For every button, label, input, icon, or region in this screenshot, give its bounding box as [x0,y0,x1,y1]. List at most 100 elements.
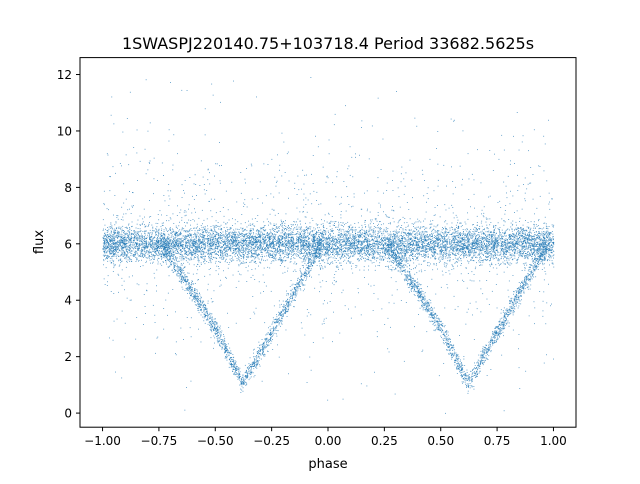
data-point [179,256,181,257]
data-point [113,243,115,245]
data-point [362,247,364,249]
data-point [516,236,518,238]
data-point [445,241,447,242]
data-point [545,235,547,237]
data-point [424,253,426,255]
data-point [522,253,524,254]
data-point [470,249,471,251]
data-point [403,248,405,250]
data-point [474,252,476,253]
data-point [117,233,119,235]
data-point [408,238,410,240]
data-point [527,248,529,250]
data-point [357,222,359,224]
data-point [388,254,389,256]
data-point [159,253,161,254]
data-point [104,240,105,242]
data-point [249,256,251,258]
data-point [114,230,116,231]
data-point [325,252,326,254]
data-point [508,263,510,265]
data-point [144,236,145,238]
data-point [195,254,197,256]
data-point [410,244,412,246]
data-point [360,241,362,243]
data-point [130,252,132,254]
data-point [301,252,302,253]
data-point [424,236,426,237]
data-point [118,260,120,262]
data-point [457,265,458,267]
data-point [322,249,324,251]
data-point [136,239,138,241]
data-point [250,247,252,249]
data-point [244,241,245,242]
data-point [272,256,274,258]
data-point [207,243,208,245]
data-point [371,262,373,264]
data-point [217,251,219,253]
data-point [369,211,371,213]
data-point [408,247,410,249]
data-point [162,247,164,249]
data-point [151,224,153,226]
data-point [245,233,247,235]
data-point [305,248,307,250]
data-point [518,234,520,236]
data-point [421,254,422,256]
data-point [438,258,439,260]
data-point [371,236,373,238]
data-point [460,238,462,239]
data-point [215,235,216,237]
data-point [166,236,168,238]
data-point [524,238,526,239]
data-point [234,251,236,253]
data-point [444,254,446,255]
data-point [104,250,106,252]
data-point [188,245,190,247]
data-point [116,251,117,253]
data-point [435,236,436,238]
data-point [442,245,444,247]
data-point [300,223,301,225]
data-point [521,244,523,245]
data-point [491,244,493,245]
data-point [471,251,473,253]
data-point [497,239,499,241]
data-point [371,235,372,237]
data-point [380,244,382,246]
data-point [419,237,421,239]
data-point [282,224,284,226]
data-point [412,235,414,237]
data-point [532,249,534,250]
data-point [460,249,461,251]
data-point [181,256,183,258]
data-point [125,254,127,255]
data-point [321,236,323,237]
data-point [103,244,105,246]
data-point [379,249,381,251]
data-point [400,232,402,234]
data-point [207,253,209,254]
data-point [229,245,231,247]
data-point [503,241,505,243]
data-point [482,253,484,255]
data-point [442,238,444,239]
data-point [120,258,122,260]
data-point [312,247,314,249]
data-point [152,243,153,245]
data-point [145,262,147,263]
data-point [307,228,309,230]
data-point [292,270,294,272]
data-point [203,252,205,253]
data-point [176,232,178,234]
data-point [408,240,410,242]
data-point [195,236,196,238]
data-point [186,222,188,224]
data-point [233,239,234,241]
data-point [318,241,320,243]
data-point [336,240,338,242]
data-point [471,257,473,259]
data-point [506,254,507,255]
data-point [470,237,471,239]
